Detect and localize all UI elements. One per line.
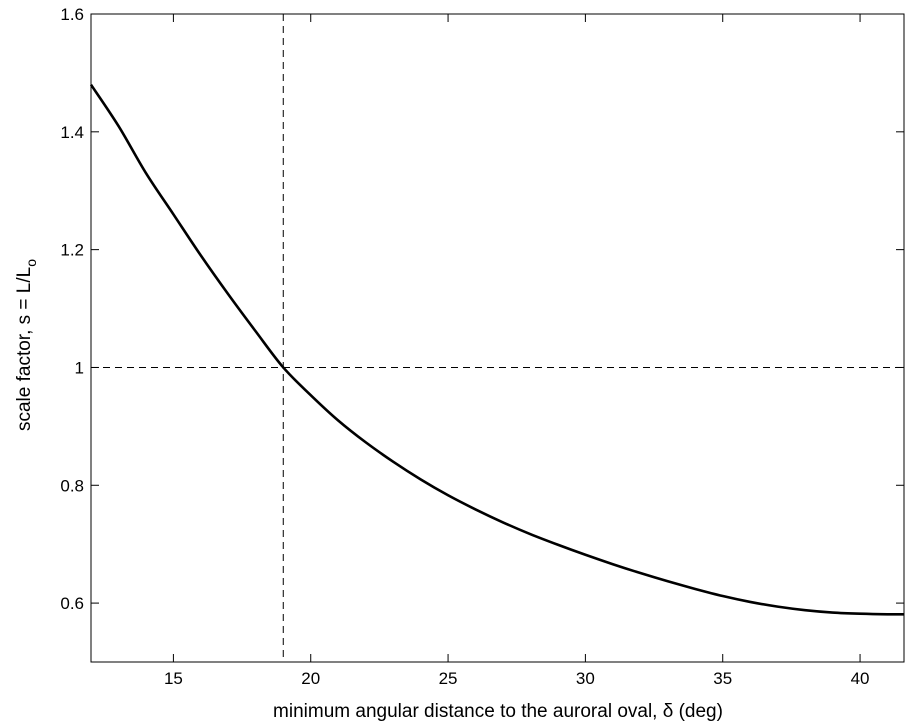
y-tick-label: 1.2 bbox=[60, 241, 84, 260]
y-axis-ticks: 0.6 0.8 1 1.2 1.4 1.6 bbox=[60, 5, 904, 613]
y-tick-label: 1 bbox=[75, 358, 84, 377]
x-axis-label: minimum angular distance to the auroral … bbox=[273, 701, 723, 722]
plot-frame bbox=[90, 13, 905, 663]
x-tick-label: 40 bbox=[851, 669, 870, 688]
x-tick-label: 30 bbox=[576, 669, 595, 688]
y-tick-label: 0.8 bbox=[60, 476, 84, 495]
reference-lines bbox=[91, 14, 904, 662]
x-tick-label: 20 bbox=[301, 669, 320, 688]
x-tick-label: 25 bbox=[439, 669, 458, 688]
y-tick-label: 0.6 bbox=[60, 594, 84, 613]
y-axis-label-subscript: o bbox=[23, 259, 39, 267]
plot-area-border bbox=[90, 13, 905, 663]
x-axis-ticks: 15 20 25 30 35 40 bbox=[164, 14, 870, 688]
y-tick-label: 1.6 bbox=[60, 5, 84, 24]
x-tick-label: 15 bbox=[164, 669, 183, 688]
series-line bbox=[89, 83, 905, 616]
y-axis-label-main: scale factor, s = L/L bbox=[14, 267, 35, 431]
series-layer bbox=[89, 83, 905, 616]
y-tick-label: 1.4 bbox=[60, 123, 84, 142]
x-tick-label: 35 bbox=[713, 669, 732, 688]
y-axis-label: scale factor, s = L/Lo bbox=[14, 259, 39, 431]
